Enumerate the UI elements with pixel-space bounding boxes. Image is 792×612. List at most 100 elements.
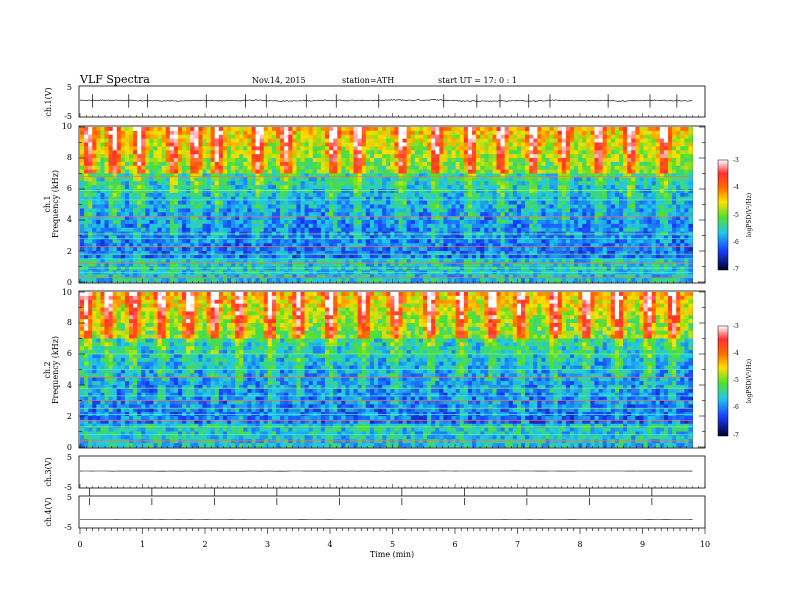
spectrogram-cell — [304, 204, 310, 209]
spectrogram-cell — [129, 239, 134, 244]
spectrogram-cell — [80, 127, 85, 132]
spectrogram-cell — [284, 146, 289, 151]
spectrogram-cell — [80, 243, 85, 248]
spectrogram-cell — [267, 262, 273, 267]
spectrogram-cell — [512, 208, 518, 213]
spectrogram-cell — [149, 208, 154, 213]
spectrogram-cell — [320, 192, 326, 198]
spectrogram-cell — [247, 251, 252, 256]
spectrogram-cell — [378, 158, 383, 163]
spectrogram-cell — [504, 165, 510, 171]
spectrogram-cell — [169, 278, 175, 283]
spectrogram-cell — [329, 223, 334, 229]
spectrogram-cell — [431, 258, 436, 264]
spectrogram-cell — [374, 278, 379, 283]
spectrogram-cell — [541, 223, 546, 229]
spectrogram-cell — [504, 138, 510, 143]
spectrogram-cell — [361, 212, 367, 217]
spectrogram-cell — [410, 134, 416, 140]
spectrogram-cell — [508, 247, 514, 252]
spectrogram-cell — [418, 169, 424, 174]
spectrogram-cell — [333, 251, 338, 256]
spectrogram-cell — [329, 243, 334, 248]
spectrogram-cell — [231, 142, 236, 147]
spectrogram-cell — [259, 150, 265, 155]
spectrogram-cell — [80, 278, 85, 283]
spectrogram-cell — [578, 235, 583, 240]
spectrogram-cell — [357, 227, 363, 233]
spectrogram-cell — [472, 227, 477, 233]
spectrogram-cell — [435, 146, 440, 151]
spectrogram-cell — [292, 254, 297, 260]
spectrogram-cell — [173, 204, 179, 209]
spectrogram-cell — [480, 266, 485, 271]
spectrogram-cell — [374, 127, 379, 132]
spectrogram-cell — [365, 142, 371, 147]
spectrogram-cell — [304, 278, 310, 283]
spectrogram-cell — [378, 142, 383, 147]
spectrogram-cell — [214, 189, 220, 194]
spectrogram-cell — [308, 192, 314, 198]
spectrogram-cell — [508, 165, 514, 171]
spectrogram-cell — [218, 189, 224, 194]
spectrogram-cell — [459, 150, 465, 155]
spectrogram-cell — [186, 185, 191, 190]
spectrogram-cell — [316, 196, 322, 202]
spectrogram-cell — [463, 200, 469, 205]
spectrogram-cell — [243, 130, 248, 136]
spectrogram-cell — [365, 185, 371, 190]
spectrogram-cell — [320, 161, 326, 167]
spectrogram-cell — [476, 243, 481, 248]
spectrogram-cell — [402, 150, 408, 155]
spectrogram-cell — [190, 134, 195, 140]
spectrogram-cell — [84, 127, 89, 132]
spectrogram-cell — [153, 243, 158, 248]
spectrogram-cell — [137, 278, 142, 283]
spectrogram-cell — [549, 158, 555, 163]
spectrogram-cell — [476, 266, 481, 271]
spectrogram-cell — [504, 189, 510, 194]
spectrogram-cell — [467, 278, 473, 283]
spectrogram-cell — [529, 185, 534, 190]
spectrogram-cell — [308, 142, 314, 147]
spectrogram-cell — [182, 146, 187, 151]
spectrogram-cell — [369, 251, 375, 256]
spectrogram-cell — [414, 247, 420, 252]
spectrogram-cell — [394, 204, 399, 209]
spectrogram-cell — [304, 146, 310, 151]
spectrogram-cell — [133, 127, 138, 132]
spectrogram-cell — [161, 154, 167, 159]
spectrogram-cell — [267, 177, 273, 182]
spectrogram-cell — [353, 208, 359, 213]
spectrogram-cell — [161, 138, 167, 143]
spectrogram-cell — [243, 278, 248, 283]
spectrogram-cell — [402, 223, 408, 229]
spectrogram-cell — [141, 216, 146, 221]
spectrogram-cell — [190, 150, 195, 155]
spectrogram-cell — [369, 169, 375, 174]
spectrogram-cell — [284, 278, 289, 283]
spectrogram-cell — [406, 130, 412, 136]
spectrogram-cell — [263, 262, 269, 267]
spectrogram-cell — [304, 247, 310, 252]
spectrogram-cell — [447, 247, 452, 252]
spectrogram-cell — [463, 212, 469, 217]
spectrogram-cell — [267, 212, 273, 217]
spectrogram-cell — [414, 146, 420, 151]
spectrogram-cell — [222, 235, 228, 240]
spectrogram-cell — [222, 227, 228, 233]
spectrogram-cell — [308, 150, 314, 155]
spectrogram-cell — [280, 142, 285, 147]
spectrogram-cell — [186, 134, 191, 140]
spectrogram-cell — [451, 192, 457, 198]
spectrogram-cell — [214, 247, 220, 252]
spectrogram-cell — [398, 223, 403, 229]
spectrogram-cell — [235, 247, 240, 252]
spectrogram-cell — [296, 247, 301, 252]
spectrogram-cell — [284, 247, 289, 252]
spectrogram-cell — [378, 208, 383, 213]
spectrogram-cell — [439, 150, 444, 155]
spectrogram-cell — [227, 208, 232, 213]
spectrogram-cell — [231, 247, 236, 252]
spectrogram-cell — [345, 212, 350, 217]
